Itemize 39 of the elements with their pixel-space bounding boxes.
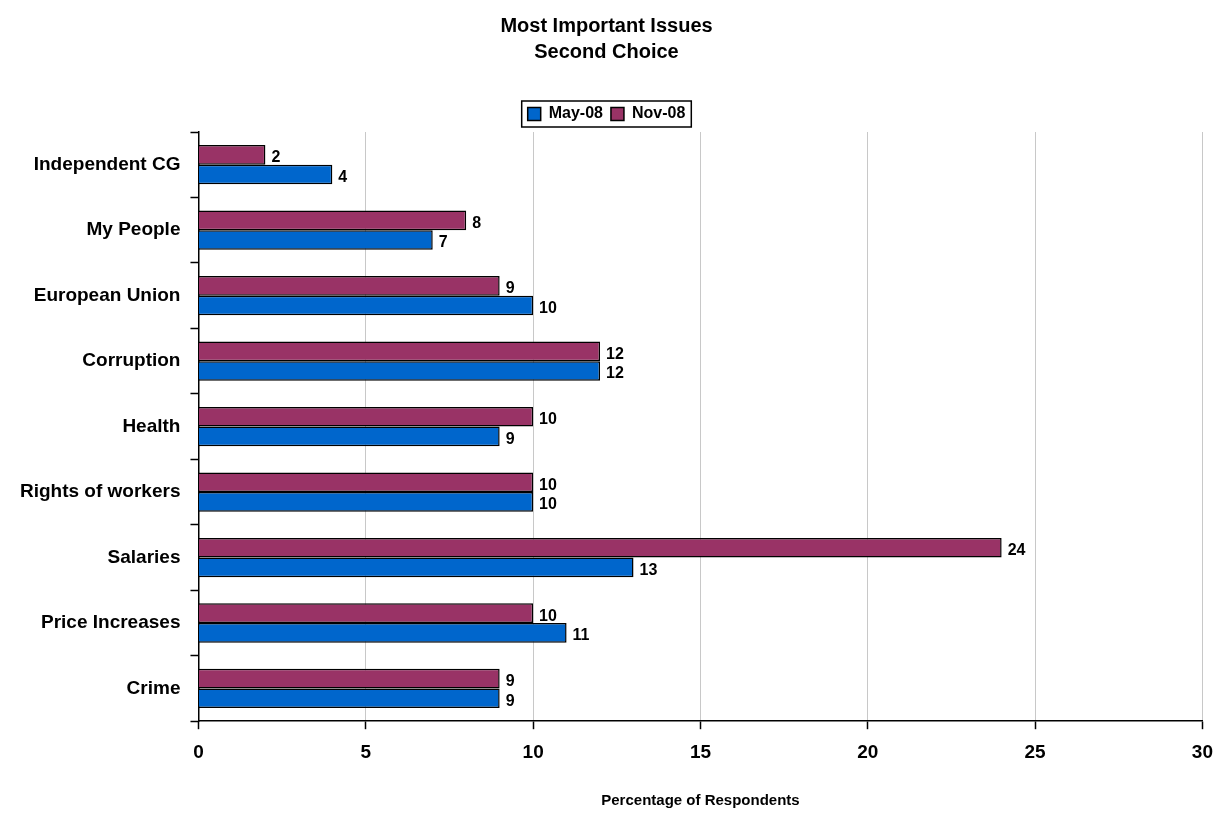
legend-label: May-08 <box>548 104 604 122</box>
data-label: 8 <box>472 213 482 231</box>
x-tick-label: 30 <box>1191 740 1213 762</box>
data-label: 12 <box>606 364 624 382</box>
data-label: 12 <box>606 344 624 362</box>
chart-title: Most Important Issues <box>500 13 713 36</box>
y-tick-label: My People <box>86 218 181 240</box>
data-label: 9 <box>505 429 515 447</box>
data-label: 10 <box>539 410 558 428</box>
data-label: 9 <box>505 672 515 690</box>
data-label: 24 <box>1007 541 1026 559</box>
x-tick-label: 15 <box>689 740 712 762</box>
y-tick-label: Crime <box>126 676 181 698</box>
data-label: 4 <box>338 167 348 185</box>
x-tick-label: 25 <box>1024 740 1047 762</box>
legend-label: Nov-08 <box>631 104 686 122</box>
y-tick-label: Price Increases <box>41 611 181 633</box>
x-axis-title: Percentage of Respondents <box>601 791 800 809</box>
data-label: 11 <box>572 626 590 644</box>
y-tick-label: Rights of workers <box>19 480 181 502</box>
data-label: 13 <box>639 560 658 578</box>
data-label: 9 <box>505 279 515 297</box>
y-tick-label: European Union <box>33 283 181 305</box>
data-label: 10 <box>539 606 558 624</box>
x-tick-label: 10 <box>522 740 544 762</box>
data-label: 9 <box>505 691 515 709</box>
y-tick-label: Health <box>122 414 181 436</box>
x-tick-label: 20 <box>857 740 879 762</box>
data-label: 2 <box>271 148 281 166</box>
y-tick-label: Salaries <box>107 545 181 567</box>
data-label: 10 <box>539 495 558 513</box>
data-label: 10 <box>539 298 558 316</box>
y-tick-label: Independent CG <box>33 152 181 174</box>
x-tick-label: 0 <box>193 740 204 762</box>
data-label: 10 <box>539 475 558 493</box>
y-tick-label: Corruption <box>82 349 181 371</box>
chart-subtitle: Second Choice <box>534 39 679 62</box>
x-tick-label: 5 <box>360 740 372 762</box>
data-label: 7 <box>438 233 448 251</box>
